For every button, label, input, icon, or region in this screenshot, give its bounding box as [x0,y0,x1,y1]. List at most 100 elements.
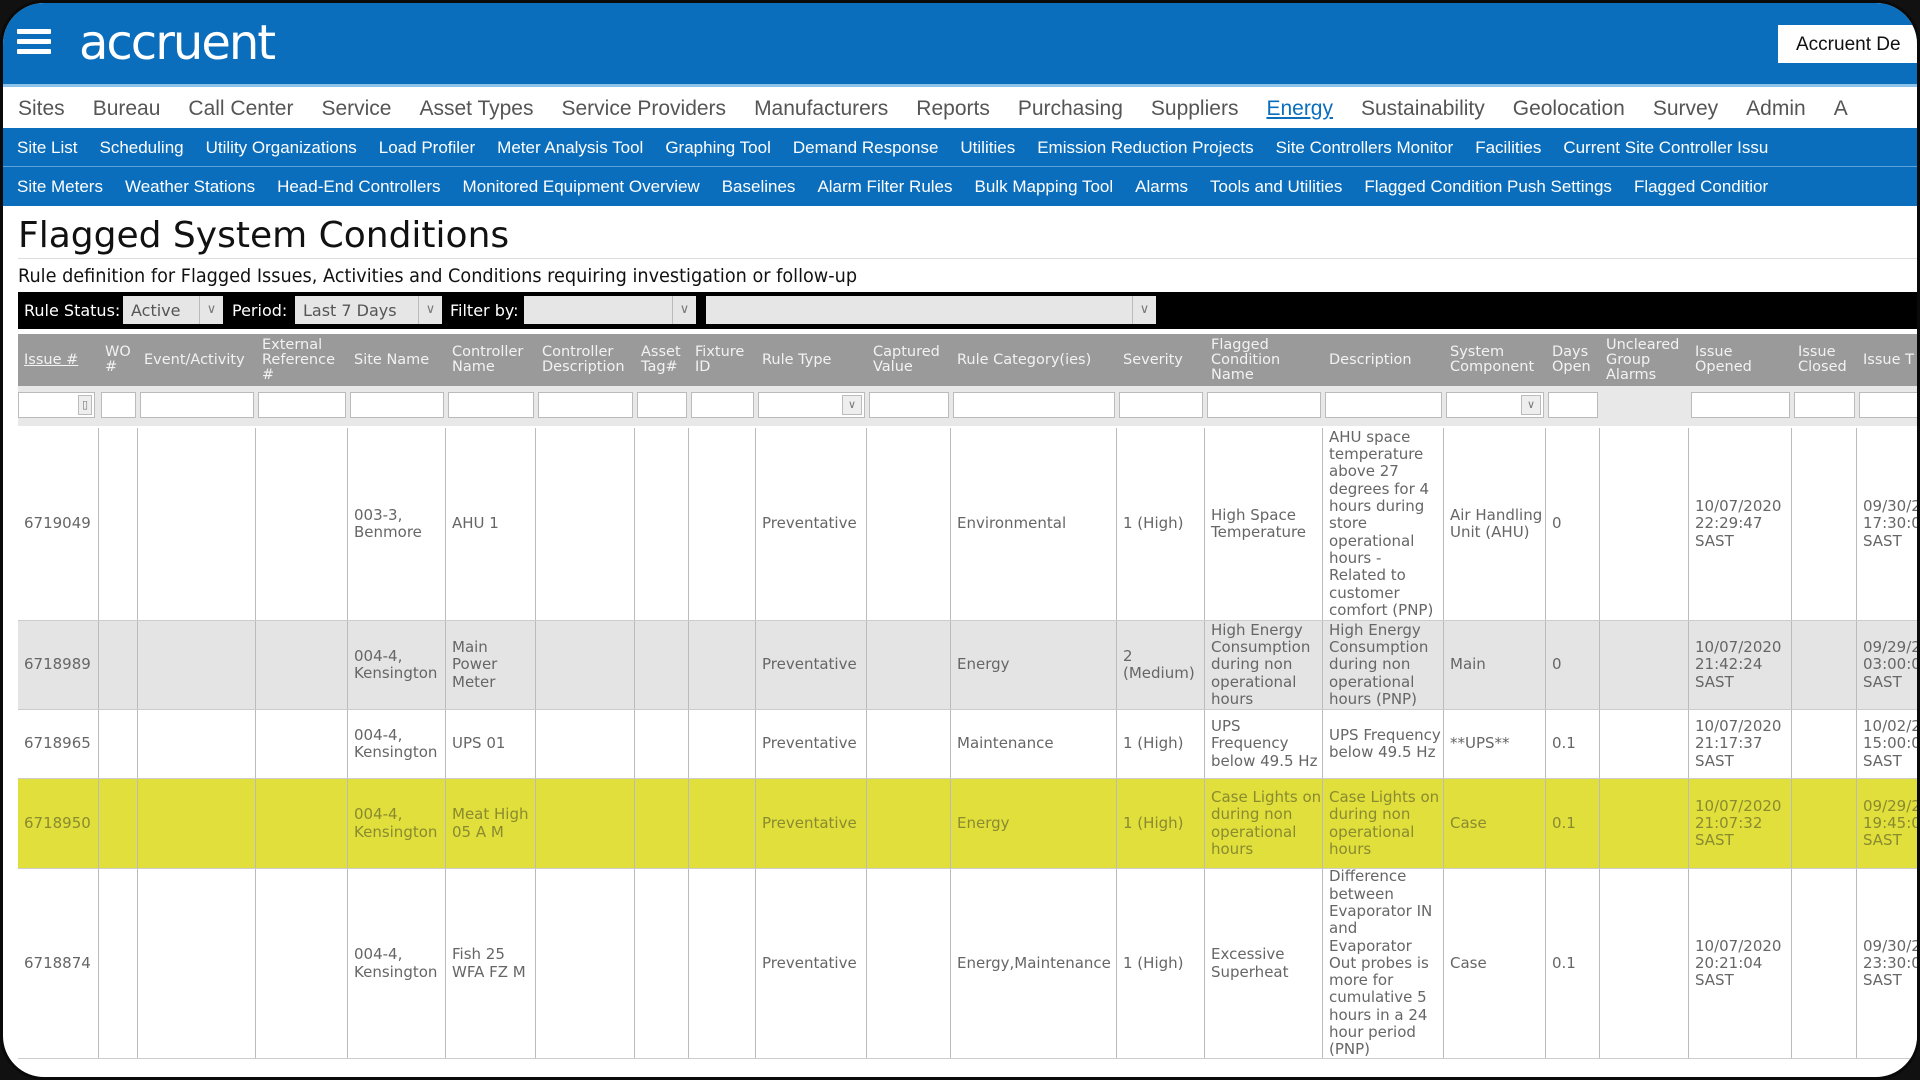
column-filter-system-component[interactable]: ∨ [1446,392,1544,418]
calendar-icon[interactable]: ▯ [78,395,92,415]
filter-value-select[interactable]: ∨ [706,296,1156,324]
subnav-item-site-meters[interactable]: Site Meters [17,177,103,196]
column-filter-fixture-id[interactable] [691,392,754,418]
nav-item-service[interactable]: Service [321,97,392,120]
column-filter-flagged-condition-name[interactable] [1207,392,1321,418]
table-row[interactable]: 6718965 004-4, Kensington UPS 01 Preventati… [18,710,1917,779]
column-header-description[interactable]: Description [1329,351,1412,368]
cell-site-name: 004-4, Kensington [348,710,446,778]
nav-item-admin[interactable]: Admin [1746,97,1806,120]
subnav-item-facilities[interactable]: Facilities [1475,138,1542,157]
period-select[interactable]: Last 7 Days ∨ [295,296,442,324]
column-header-issue-opened[interactable]: Issue Opened [1695,344,1752,375]
column-filter-issue-t[interactable] [1859,392,1917,418]
cell-event-activity [138,710,256,778]
chevron-down-icon[interactable]: ∨ [842,395,862,415]
column-header-system-component[interactable]: System Component [1450,344,1535,375]
cell-severity: 1 (High) [1117,779,1205,868]
subnav-item-load-profiler[interactable]: Load Profiler [378,138,476,157]
column-filter-rule-type[interactable]: ∨ [758,392,865,418]
subnav-item-baselines[interactable]: Baselines [721,177,796,196]
subnav-item-alarms[interactable]: Alarms [1135,177,1189,196]
column-header-controller-description[interactable]: Controller Description [542,344,625,375]
column-header-issue-t[interactable]: Issue T [1863,351,1914,368]
column-filter-site-name[interactable] [350,392,444,418]
subnav-item-utilities[interactable]: Utilities [960,138,1016,157]
subnav-item-alarm-filter-rules[interactable]: Alarm Filter Rules [817,177,953,196]
subnav-item-scheduling[interactable]: Scheduling [99,138,184,157]
column-filter-external-reference[interactable] [258,392,346,418]
rule-status-select[interactable]: Active ∨ [123,296,223,324]
column-filter-wo[interactable] [101,392,136,418]
nav-item-service-providers[interactable]: Service Providers [561,97,727,120]
nav-item-asset-types[interactable]: Asset Types [419,97,534,120]
nav-item-sites[interactable]: Sites [18,97,65,120]
column-header-event-activity[interactable]: Event/Activity [144,351,245,368]
cell-captured-value [867,869,951,1058]
column-filter-event-activity[interactable] [140,392,254,418]
column-header-captured-value[interactable]: Captured Value [873,344,940,375]
nav-item-a[interactable]: A [1833,97,1848,120]
nav-item-sustainability[interactable]: Sustainability [1361,97,1485,120]
table-row[interactable]: 6718989 004-4, Kensington Main Power Meter… [18,621,1917,710]
table-row[interactable]: 6718950 004-4, Kensington Meat High 05 A M… [18,779,1917,869]
column-header-external-reference[interactable]: External Reference # [262,336,336,383]
column-filter-controller-description[interactable] [538,392,633,418]
column-header-asset-tag[interactable]: Asset Tag# [641,344,681,375]
subnav-item-emission-reduction-projects[interactable]: Emission Reduction Projects [1037,138,1254,157]
nav-item-geolocation[interactable]: Geolocation [1512,97,1625,120]
column-filter-captured-value[interactable] [869,392,949,418]
column-filter-days-open[interactable] [1548,392,1598,418]
column-header-wo[interactable]: WO # [105,344,131,375]
subnav-item-demand-response[interactable]: Demand Response [792,138,939,157]
nav-item-suppliers[interactable]: Suppliers [1150,97,1239,120]
nav-item-call-center[interactable]: Call Center [188,97,294,120]
hamburger-menu-icon[interactable] [17,29,51,55]
nav-item-bureau[interactable]: Bureau [92,97,161,120]
table-row[interactable]: 6719049 003-3, Benmore AHU 1 Preventative En… [18,428,1917,621]
column-filter-description[interactable] [1325,392,1442,418]
column-filter-asset-tag[interactable] [637,392,687,418]
nav-item-purchasing[interactable]: Purchasing [1017,97,1123,120]
subnav-item-flagged-condition-push-settings[interactable]: Flagged Condition Push Settings [1364,177,1612,196]
nav-item-survey[interactable]: Survey [1652,97,1719,120]
column-header-issue-closed[interactable]: Issue Closed [1798,344,1847,375]
subnav-item-current-site-controller-issu[interactable]: Current Site Controller Issu [1563,138,1769,157]
column-header-rule-category-ies[interactable]: Rule Category(ies) [957,351,1092,368]
subnav-item-bulk-mapping-tool[interactable]: Bulk Mapping Tool [974,177,1114,196]
column-filter-issue-closed[interactable] [1794,392,1855,418]
column-header-flagged-condition-name[interactable]: Flagged Condition Name [1211,336,1281,383]
column-header-controller-name[interactable]: Controller Name [452,344,524,375]
filter-by-select[interactable]: ∨ [524,296,696,324]
column-header-uncleared-group-alarms[interactable]: Uncleared Group Alarms [1606,336,1680,383]
table-row[interactable]: 6718874 004-4, Kensington Fish 25 WFA FZ M… [18,869,1917,1059]
subnav-item-flagged-conditior[interactable]: Flagged Conditior [1633,177,1769,196]
column-header-rule-type[interactable]: Rule Type [762,351,832,368]
column-filter-severity[interactable] [1119,392,1203,418]
account-selector[interactable]: Accruent De [1778,25,1917,63]
column-filter-rule-category-ies[interactable] [953,392,1115,418]
chevron-down-icon[interactable]: ∨ [1521,395,1541,415]
subnav-item-site-list[interactable]: Site List [17,138,78,157]
nav-item-energy[interactable]: Energy [1266,97,1333,120]
column-header-fixture-id[interactable]: Fixture ID [695,344,745,375]
column-filter-controller-name[interactable] [448,392,534,418]
subnav-item-utility-organizations[interactable]: Utility Organizations [205,138,357,157]
cell-issue-opened: 10/07/2020 21:42:24 SAST [1689,621,1792,709]
nav-item-manufacturers[interactable]: Manufacturers [754,97,889,120]
column-header-days-open[interactable]: Days Open [1552,344,1591,375]
column-header-issue[interactable]: Issue # [24,351,79,368]
column-filter-issue-opened[interactable] [1691,392,1790,418]
subnav-item-weather-stations[interactable]: Weather Stations [124,177,256,196]
nav-item-reports[interactable]: Reports [916,97,990,120]
column-header-site-name[interactable]: Site Name [354,351,430,368]
subnav-item-site-controllers-monitor[interactable]: Site Controllers Monitor [1275,138,1454,157]
subnav-item-head-end-controllers[interactable]: Head-End Controllers [277,177,441,196]
cell-event-activity [138,621,256,709]
subnav-item-tools-and-utilities[interactable]: Tools and Utilities [1210,177,1343,196]
subnav-item-monitored-equipment-overview[interactable]: Monitored Equipment Overview [462,177,700,196]
column-filter-issue[interactable]: ▯ [18,392,95,418]
subnav-item-meter-analysis-tool[interactable]: Meter Analysis Tool [497,138,644,157]
column-header-severity[interactable]: Severity [1123,351,1183,368]
subnav-item-graphing-tool[interactable]: Graphing Tool [665,138,771,157]
